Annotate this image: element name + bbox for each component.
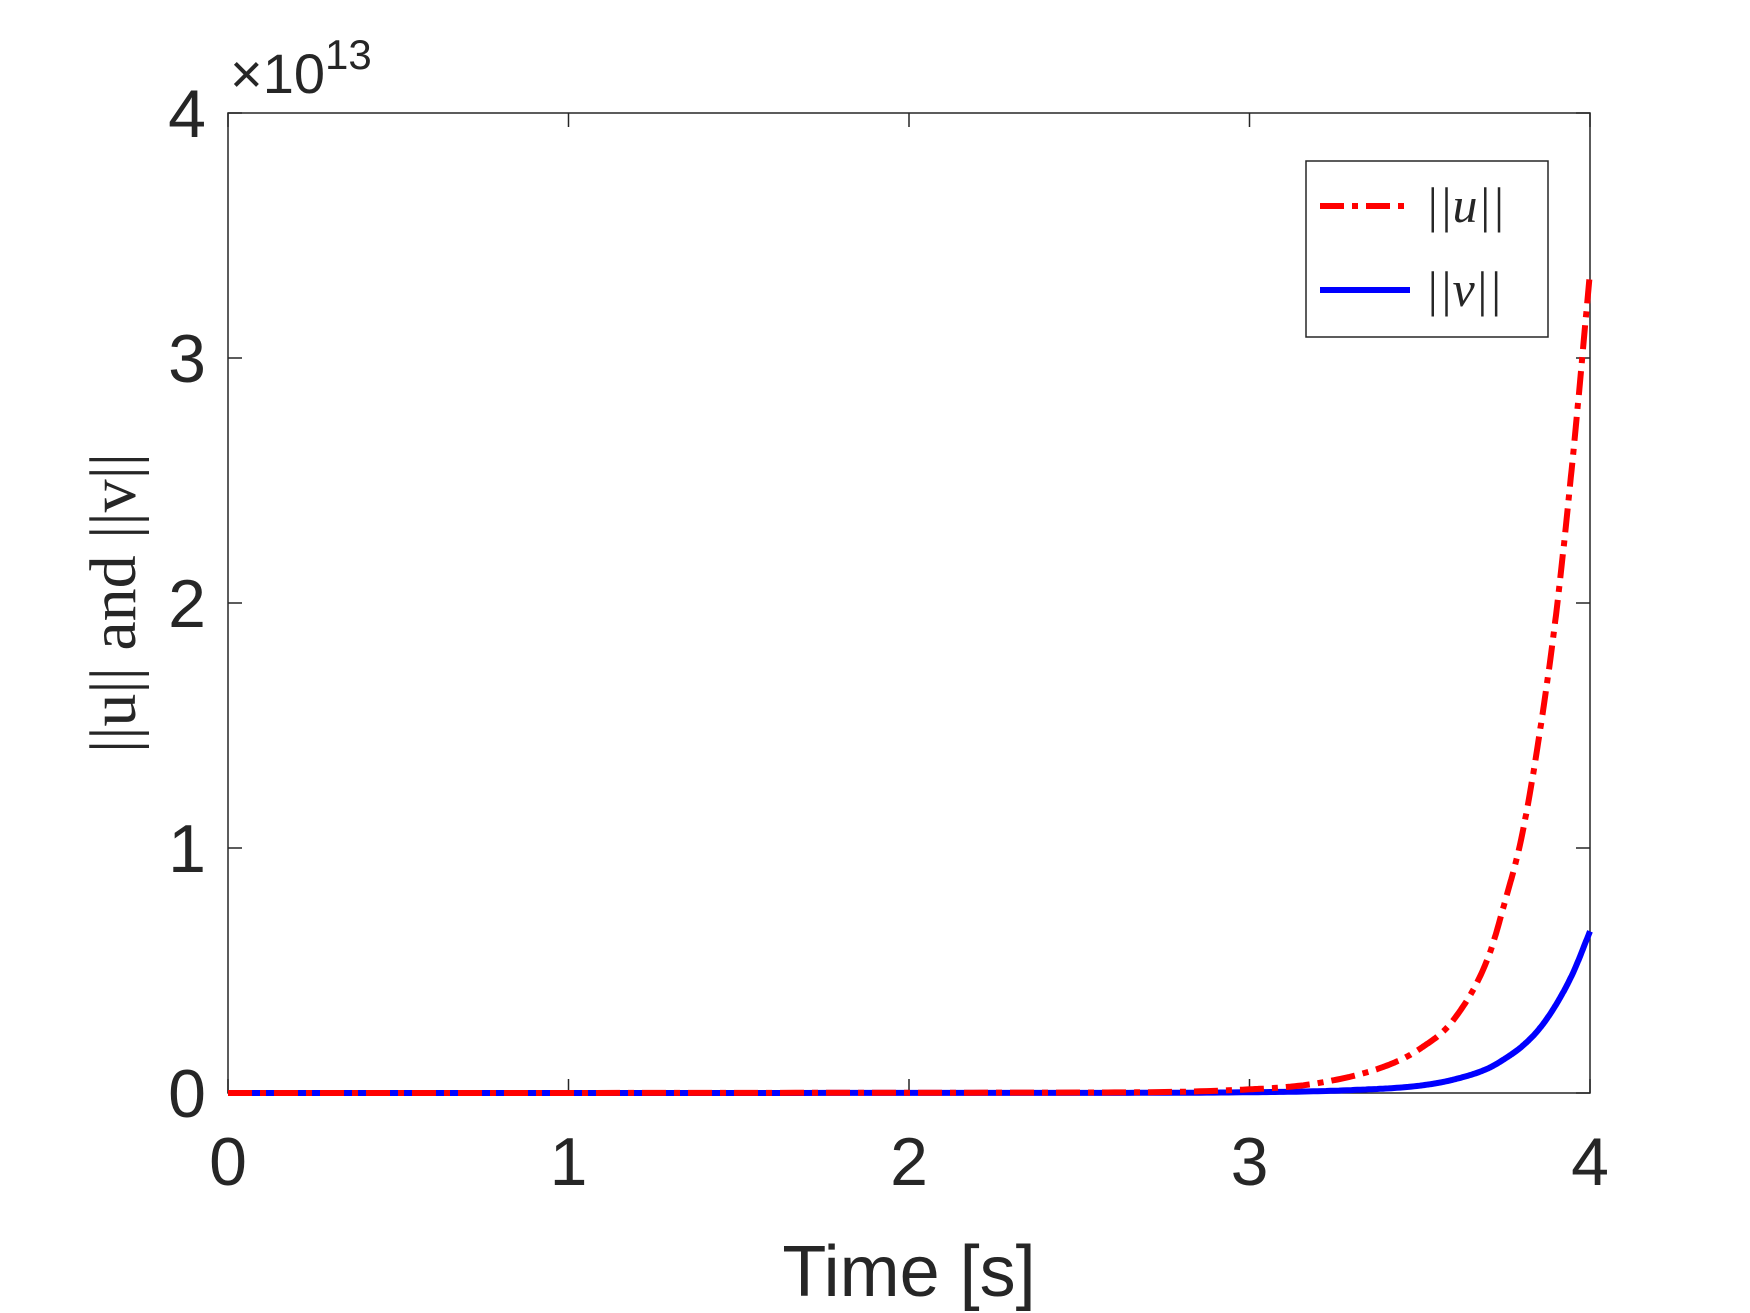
x-tick-label: 0 <box>209 1124 247 1200</box>
legend: ||u|| ||v|| <box>1305 160 1549 338</box>
legend-box <box>1305 160 1549 338</box>
y-axis-label: ||u|| and ||v|| <box>77 453 150 753</box>
y-tick-label: 2 <box>168 566 206 642</box>
y-tick-label: 0 <box>168 1056 206 1132</box>
x-tick-label: 1 <box>550 1124 588 1200</box>
x-tick-label: 3 <box>1231 1124 1269 1200</box>
x-tick-label: 4 <box>1571 1124 1609 1200</box>
x-tick-label: 2 <box>890 1124 928 1200</box>
y-tick-label: 3 <box>168 321 206 397</box>
series-line-u <box>228 272 1593 1096</box>
y-exponent-power: 13 <box>325 31 372 78</box>
series-layer <box>228 272 1593 1096</box>
y-tick-label: 4 <box>168 76 206 152</box>
y-tick-labels: 0 1 2 3 4 <box>168 76 206 1132</box>
legend-v-label: ||v|| <box>1425 261 1502 317</box>
y-tick-label: 1 <box>168 811 206 887</box>
x-axis-label: Time [s] <box>782 1232 1035 1312</box>
x-tick-labels: 0 1 2 3 4 <box>209 1124 1609 1200</box>
legend-u-label: ||u|| <box>1425 177 1505 233</box>
y-exponent-base: ×10 <box>230 42 325 105</box>
y-exponent-label: ×1013 <box>230 31 372 105</box>
